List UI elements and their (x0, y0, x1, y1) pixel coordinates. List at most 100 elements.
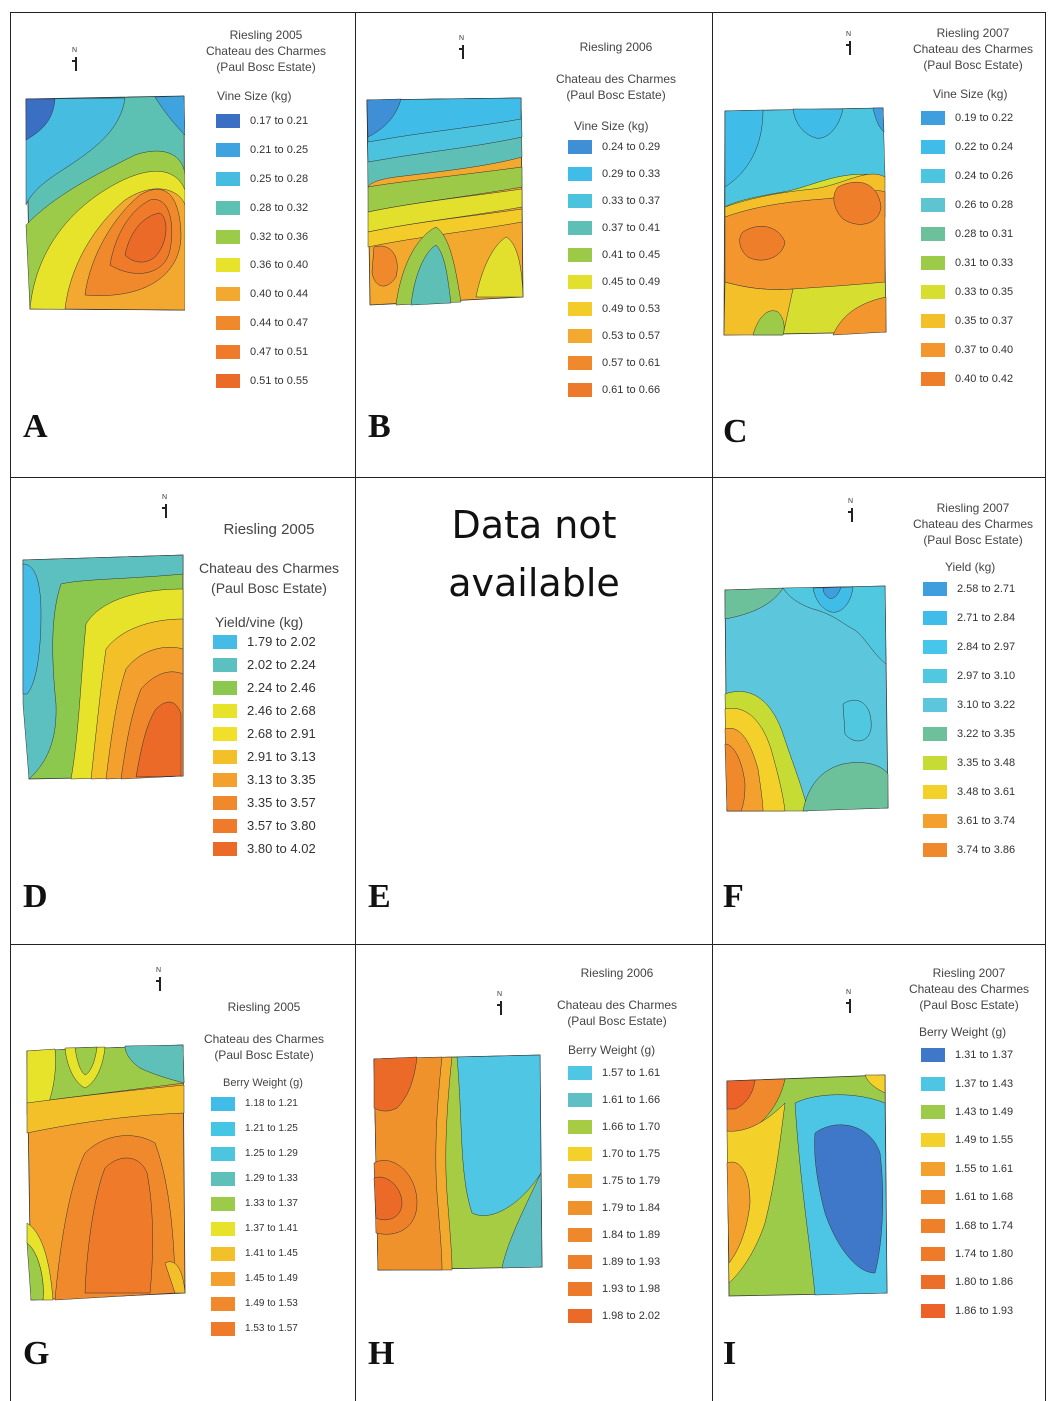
data-not-available-line-1: Data not (451, 503, 617, 547)
legend-swatch (568, 139, 592, 154)
legend-item: 1.70 to 1.75 (568, 1140, 692, 1167)
legend-item: 0.28 to 0.31 (921, 219, 1043, 248)
legend-label: 0.25 to 0.28 (250, 172, 309, 185)
legend-item: 0.19 to 0.22 (921, 103, 1043, 132)
legend-swatch (923, 726, 947, 741)
legend-label: 2.84 to 2.97 (957, 640, 1016, 653)
legend-label: 0.51 to 0.55 (250, 374, 309, 387)
legend-label: 0.53 to 0.57 (602, 329, 661, 342)
map-subtitle-2: (Paul Bosc Estate) (216, 60, 316, 74)
legend-swatch (921, 1218, 945, 1233)
legend-swatch (213, 772, 237, 787)
legend-swatch (211, 1221, 235, 1236)
north-arrow-icon: N (71, 47, 81, 73)
legend-title: Vine Size (kg) (574, 119, 649, 133)
legend-item: 0.37 to 0.41 (568, 214, 686, 241)
legend-swatch (921, 1190, 945, 1205)
legend-label: 0.41 to 0.45 (602, 248, 661, 261)
legend-label: 1.31 to 1.37 (955, 1049, 1014, 1062)
legend-swatch (568, 247, 592, 262)
legend-label: 1.93 to 1.98 (602, 1282, 661, 1295)
legend-list: 1.57 to 1.61 1.61 to 1.66 1.66 to 1.70 1.70… (568, 1059, 692, 1329)
panel-a: N Riesling 2005 Chateau des Charmes (Pau… (10, 12, 355, 477)
legend-swatch (568, 193, 592, 208)
legend-swatch (216, 373, 240, 388)
legend-swatch (568, 1146, 592, 1161)
legend-label: 1.68 to 1.74 (955, 1219, 1014, 1232)
legend-item: 1.80 to 1.86 (921, 1268, 1039, 1296)
legend-swatch (568, 274, 592, 289)
legend-swatch (923, 610, 947, 625)
legend-item: 0.24 to 0.29 (568, 133, 686, 160)
legend-label: 3.35 to 3.48 (957, 756, 1016, 769)
legend-label: 1.70 to 1.75 (602, 1147, 661, 1160)
legend-item: 1.45 to 1.49 (211, 1266, 329, 1291)
legend-swatch (211, 1246, 235, 1261)
legend-swatch (921, 139, 945, 154)
legend-swatch (216, 344, 240, 359)
legend-item: 3.35 to 3.48 (923, 748, 1043, 777)
map-subtitle: Chateau des Charmes (912, 517, 1034, 531)
legend-label: 2.68 to 2.91 (247, 726, 316, 741)
panel-letter: E (368, 878, 391, 915)
panel-letter: D (23, 878, 48, 915)
legend-item: 1.18 to 1.21 (211, 1091, 329, 1116)
legend-label: 0.35 to 0.37 (955, 314, 1014, 327)
legend-swatch (211, 1146, 235, 1161)
legend-item: 0.49 to 0.53 (568, 295, 686, 322)
legend-item: 1.68 to 1.74 (921, 1211, 1039, 1239)
legend-swatch (568, 355, 592, 370)
legend-swatch (921, 1161, 945, 1176)
legend-item: 0.24 to 0.26 (921, 161, 1043, 190)
legend-title: Yield (kg) (945, 560, 996, 574)
contour-map (723, 107, 887, 337)
legend-item: 1.41 to 1.45 (211, 1241, 329, 1266)
legend-swatch (211, 1096, 235, 1111)
north-arrow-icon: N (496, 991, 506, 1017)
legend-label: 3.61 to 3.74 (957, 814, 1016, 827)
panel-f: N Riesling 2007 Chateau des Charmes (Pau… (712, 477, 1046, 944)
legend-label: 0.61 to 0.66 (602, 383, 661, 396)
contour-map (366, 97, 524, 307)
legend-swatch (213, 818, 237, 833)
legend-label: 0.37 to 0.41 (602, 221, 661, 234)
legend-item: 2.91 to 3.13 (213, 745, 349, 768)
north-arrow-icon: N (161, 494, 171, 520)
map-title: Riesling 2007 (936, 501, 1010, 515)
legend-title: Berry Weight (g) (223, 1077, 303, 1089)
legend-item: 3.22 to 3.35 (923, 719, 1043, 748)
legend-item: 2.46 to 2.68 (213, 699, 349, 722)
legend: Riesling 2005 Chateau des Charmes (Paul … (189, 522, 349, 860)
map-subtitle: Chateau des Charmes (203, 1032, 325, 1046)
north-arrow-icon: N (847, 498, 857, 524)
panel-letter: C (723, 413, 748, 450)
legend-swatch (213, 680, 237, 695)
panel-letter: H (368, 1335, 395, 1372)
legend-label: 1.53 to 1.57 (245, 1323, 298, 1334)
legend-label: 0.19 to 0.22 (955, 111, 1014, 124)
legend-item: 3.35 to 3.57 (213, 791, 349, 814)
legend: Riesling 2007 Chateau des Charmes (Paul … (899, 965, 1039, 1325)
legend-title: Yield/vine (kg) (215, 614, 304, 630)
legend-swatch (216, 229, 240, 244)
legend-swatch (921, 197, 945, 212)
legend-swatch (216, 287, 240, 302)
legend-item: 1.86 to 1.93 (921, 1297, 1039, 1325)
legend-item: 3.61 to 3.74 (923, 806, 1043, 835)
legend-label: 0.45 to 0.49 (602, 275, 661, 288)
legend-item: 0.36 to 0.40 (216, 251, 331, 280)
legend-item: 2.24 to 2.46 (213, 676, 349, 699)
legend-label: 1.79 to 1.84 (602, 1201, 661, 1214)
map-title: Riesling 2007 (932, 966, 1006, 980)
legend-item: 0.61 to 0.66 (568, 376, 686, 403)
legend-item: 0.47 to 0.51 (216, 337, 331, 366)
legend-label: 1.29 to 1.33 (245, 1173, 298, 1184)
legend-swatch (921, 1076, 945, 1091)
legend-item: 0.41 to 0.45 (568, 241, 686, 268)
legend-item: 3.13 to 3.35 (213, 768, 349, 791)
legend: Riesling 2007 Chateau des Charmes (Paul … (903, 500, 1043, 864)
legend-label: 3.35 to 3.57 (247, 795, 316, 810)
legend-label: 0.40 to 0.42 (955, 372, 1014, 385)
legend-label: 0.24 to 0.29 (602, 140, 661, 153)
legend-swatch (921, 1246, 945, 1261)
